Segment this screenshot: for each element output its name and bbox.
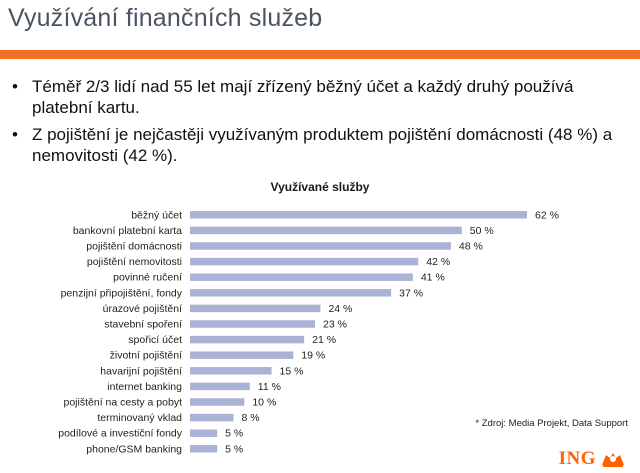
value-label: 21 % bbox=[312, 334, 336, 346]
bar bbox=[190, 242, 451, 250]
value-label: 8 % bbox=[241, 412, 259, 424]
accent-divider bbox=[0, 50, 640, 59]
page-title: Využívání finančních služeb bbox=[8, 4, 323, 32]
category-label: internet banking bbox=[107, 381, 182, 393]
logo-text: ING bbox=[558, 448, 596, 469]
value-label: 41 % bbox=[421, 272, 445, 284]
value-label: 10 % bbox=[252, 397, 276, 409]
value-label: 42 % bbox=[426, 256, 450, 268]
value-label: 62 % bbox=[535, 209, 559, 221]
category-label: pojištění nemovitosti bbox=[87, 256, 182, 268]
category-label: povinné ručení bbox=[113, 272, 182, 284]
category-label: pojištění na cesty a pobyt bbox=[64, 397, 183, 409]
value-label: 11 % bbox=[258, 381, 281, 393]
bullet-item: Z pojištění je nejčastěji využívaným pro… bbox=[10, 124, 630, 166]
category-label: spořicí účet bbox=[128, 334, 182, 346]
value-label: 15 % bbox=[280, 365, 304, 377]
category-label: penzijní připojištění, fondy bbox=[61, 287, 183, 299]
bullet-item: Téměř 2/3 lidí nad 55 let mají zřízený b… bbox=[10, 76, 630, 118]
bullet-list: Téměř 2/3 lidí nad 55 let mají zřízený b… bbox=[10, 76, 630, 172]
category-label: podílové a investiční fondy bbox=[58, 428, 182, 440]
value-label: 50 % bbox=[470, 225, 494, 237]
category-label: terminovaný vklad bbox=[97, 412, 182, 424]
value-label: 5 % bbox=[225, 428, 243, 440]
category-label: běžný účet bbox=[131, 209, 182, 221]
bar bbox=[190, 335, 305, 344]
category-label: havarijní pojištění bbox=[100, 365, 182, 377]
bar bbox=[190, 445, 218, 453]
value-label: 19 % bbox=[301, 350, 325, 362]
value-label: 5 % bbox=[225, 443, 243, 455]
bar bbox=[190, 398, 245, 406]
bar bbox=[190, 367, 272, 375]
category-label: phone/GSM banking bbox=[86, 443, 182, 455]
lion-icon bbox=[602, 453, 624, 467]
bar bbox=[190, 304, 321, 313]
bar bbox=[190, 289, 392, 297]
bar bbox=[190, 320, 316, 328]
bar bbox=[190, 429, 218, 437]
category-label: pojištění domácnosti bbox=[86, 241, 182, 253]
bar bbox=[190, 413, 234, 422]
chart-title: Využívané služby bbox=[270, 180, 370, 194]
bar bbox=[190, 382, 250, 391]
category-label: stavební spoření bbox=[104, 319, 182, 331]
value-label: 23 % bbox=[323, 319, 347, 331]
bar bbox=[190, 226, 462, 235]
bar bbox=[190, 351, 294, 359]
source-note: * Zdroj: Media Projekt, Data Support bbox=[475, 418, 628, 429]
bar bbox=[190, 257, 419, 266]
bar bbox=[190, 211, 527, 219]
value-label: 37 % bbox=[399, 287, 423, 299]
value-label: 48 % bbox=[459, 241, 483, 253]
bar bbox=[190, 273, 413, 281]
ing-logo: ING bbox=[559, 448, 626, 470]
value-label: 24 % bbox=[328, 303, 352, 315]
category-label: bankovní platební karta bbox=[73, 225, 182, 237]
category-label: úrazové pojištění bbox=[103, 303, 182, 315]
category-label: životní pojištění bbox=[110, 350, 182, 362]
